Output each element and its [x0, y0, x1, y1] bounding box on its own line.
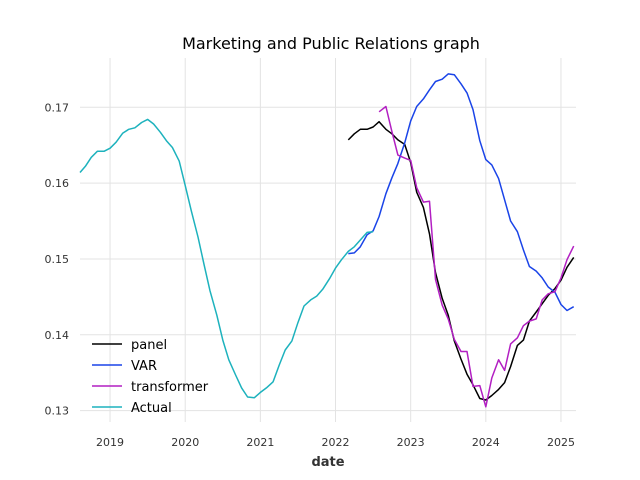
- chart-title: Marketing and Public Relations graph: [182, 34, 480, 53]
- grid: [80, 58, 576, 422]
- x-tick-label: 2023: [397, 436, 425, 449]
- series-line-actual: [79, 118, 374, 399]
- x-tick-label: 2025: [547, 436, 575, 449]
- series-line-panel: [347, 120, 575, 401]
- y-tick-labels: 0.13 0.14 0.15 0.16 0.17: [45, 101, 70, 417]
- y-tick-label: 0.15: [45, 253, 70, 266]
- legend-label-actual: Actual: [131, 401, 172, 416]
- y-tick-label: 0.17: [45, 101, 70, 114]
- legend-label-var: VAR: [131, 359, 157, 374]
- x-tick-label: 2024: [472, 436, 500, 449]
- x-tick-label: 2019: [96, 436, 124, 449]
- x-tick-label: 2020: [171, 436, 199, 449]
- y-tick-label: 0.14: [45, 329, 70, 342]
- series-line-transformer: [378, 105, 575, 408]
- series-lines: [79, 73, 575, 408]
- plot-background: [80, 58, 576, 422]
- x-tick-label: 2022: [322, 436, 350, 449]
- y-tick-label: 0.16: [45, 177, 70, 190]
- x-axis-label: date: [311, 455, 344, 470]
- legend-label-transformer: transformer: [131, 380, 209, 395]
- series-line-var: [348, 73, 575, 312]
- x-tick-labels: 2019 2020 2021 2022 2023 2024 2025: [96, 436, 575, 449]
- y-tick-label: 0.13: [45, 405, 70, 418]
- x-tick-label: 2021: [246, 436, 274, 449]
- legend-label-panel: panel: [131, 338, 167, 353]
- legend: panel VAR transformer Actual: [92, 338, 209, 416]
